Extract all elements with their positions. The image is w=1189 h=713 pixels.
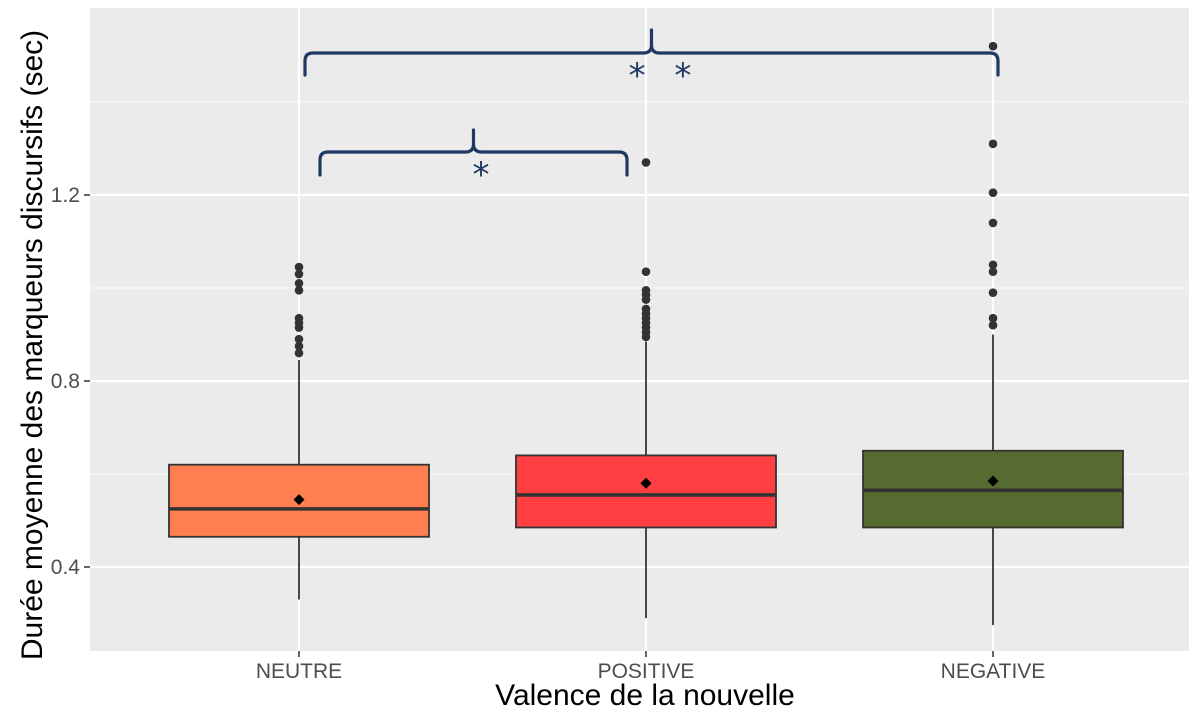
mean-marker — [293, 494, 305, 506]
outlier-point — [988, 139, 998, 149]
significance-brackets: * * * — [303, 28, 1000, 195]
mean-marker — [640, 477, 652, 489]
outlier-point — [988, 41, 998, 51]
axes: 0.4 0.8 1.2 NEUTRE POSITIVE NEGATIVE — [51, 184, 1046, 683]
box-negative — [862, 41, 1124, 626]
outlier-point — [988, 188, 998, 197]
significance-label-neutre-negative: * * — [629, 56, 692, 96]
outlier-point — [294, 262, 304, 272]
outlier-point — [641, 267, 651, 277]
outlier-point — [988, 313, 998, 323]
y-axis-title: Durée moyenne des marqueurs discursifs (… — [16, 30, 49, 660]
boxes — [168, 41, 1124, 626]
outlier-point — [988, 260, 998, 270]
y-tick-label: 1.2 — [51, 184, 80, 207]
outlier-point — [641, 158, 651, 167]
box-body — [515, 454, 777, 529]
outlier-point — [294, 348, 304, 358]
box-positive — [515, 158, 777, 619]
outlier-point — [294, 334, 304, 344]
y-tick-label: 0.8 — [51, 370, 80, 393]
x-axis-title: Valence de la nouvelle — [495, 679, 795, 712]
outlier-point — [294, 279, 304, 288]
x-tick-label: NEGATIVE — [941, 660, 1046, 683]
outlier-point — [988, 267, 998, 277]
outlier-point — [294, 341, 304, 351]
outlier-point — [988, 320, 998, 330]
outlier-point — [294, 313, 304, 323]
bracket-neutre-negative — [303, 28, 1000, 77]
outlier-point — [988, 218, 998, 228]
outlier-point — [641, 286, 651, 295]
x-tick-label: NEUTRE — [256, 660, 342, 683]
outlier-point — [294, 286, 304, 295]
y-tick-label: 0.4 — [51, 556, 81, 579]
box-neutre — [168, 262, 430, 600]
significance-label-neutre-positive: * — [473, 155, 490, 195]
mean-marker — [987, 475, 999, 487]
plot-panel — [90, 8, 1189, 651]
bracket-neutre-positive — [318, 128, 629, 177]
outlier-point — [641, 304, 651, 314]
outlier-point — [294, 269, 304, 279]
outlier-point — [988, 288, 998, 297]
x-tick-label: POSITIVE — [598, 660, 695, 683]
